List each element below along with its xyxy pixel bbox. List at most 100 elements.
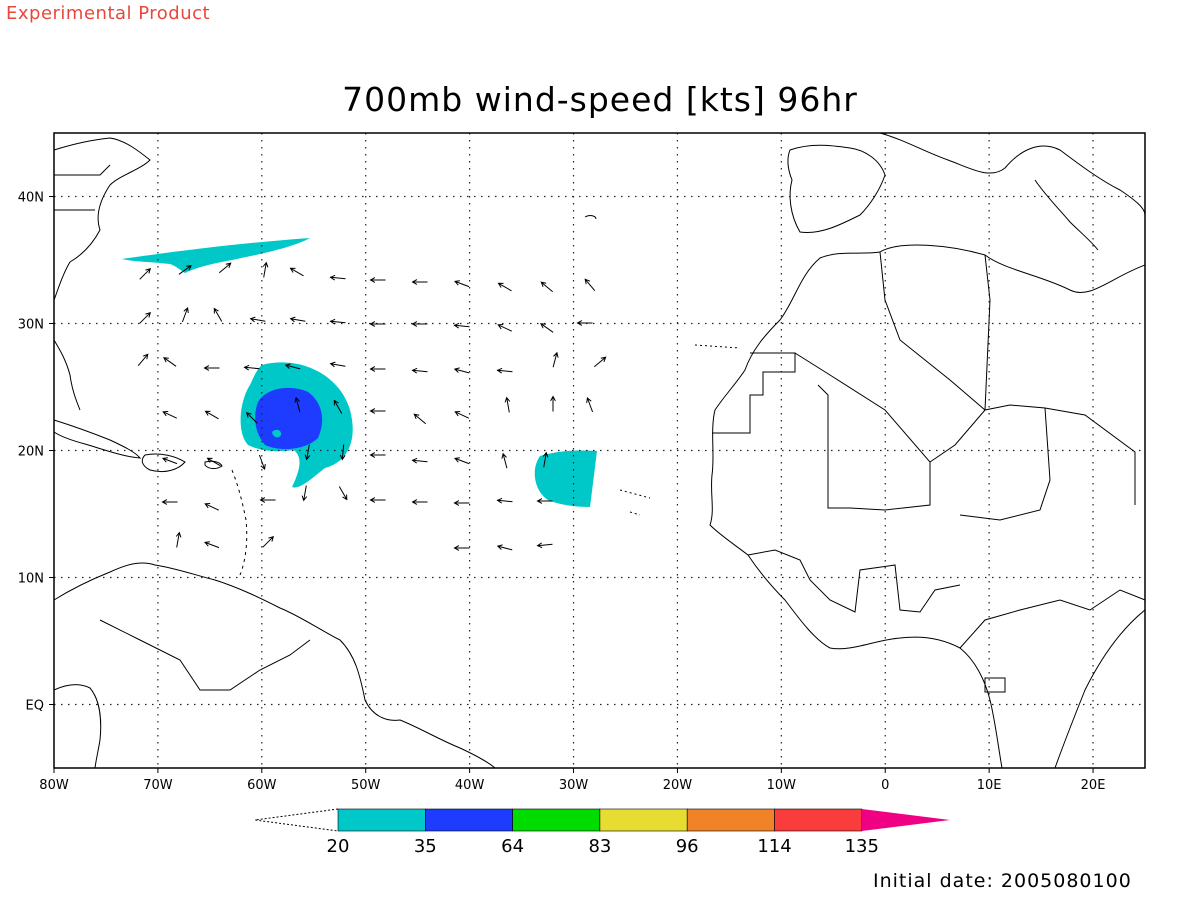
- border-mauritania: [712, 352, 796, 434]
- hispaniola-outline: [141, 453, 186, 473]
- lat-tick-label: 30N: [18, 318, 44, 333]
- wind-vector-arrow: [411, 499, 428, 505]
- wind-vector-arrow: [593, 356, 607, 368]
- wind-vector-arrow: [453, 500, 470, 506]
- wind-vector-arrow: [411, 367, 428, 374]
- colorbar-label: 20: [327, 836, 350, 857]
- wind-vector-arrow: [163, 357, 177, 367]
- cyclone-35kt-core: [255, 387, 323, 450]
- wind-vector-arrow: [552, 351, 559, 368]
- lon-tick-label: 20E: [1081, 778, 1106, 793]
- central-america-coast: [53, 684, 102, 769]
- wind-vector-arrow: [542, 451, 549, 468]
- lon-tick-label: 50W: [351, 778, 381, 793]
- europe-coastline: [879, 132, 1146, 216]
- colorbar-swatch: [337, 808, 426, 832]
- wind-vector-arrow: [243, 364, 260, 371]
- wind-vector-arrow: [258, 454, 266, 470]
- lon-tick-label: 10E: [977, 778, 1002, 793]
- colorbar-low-triangle: [254, 808, 339, 832]
- wind-vector-arrow: [162, 457, 178, 465]
- colorbar-swatch: [774, 808, 863, 832]
- wind-vector-arrow: [204, 503, 220, 511]
- wind-vector-arrow: [453, 367, 470, 374]
- wind-vector-arrow: [262, 535, 275, 548]
- cape-verde-islands: [619, 489, 651, 516]
- border-south-america: [99, 619, 311, 691]
- lon-tick-label: 70W: [143, 778, 173, 793]
- wind-vector-arrow: [218, 262, 232, 274]
- border-algeria: [879, 251, 986, 411]
- wind-vector-arrow: [369, 277, 386, 283]
- lat-lon-grid: [54, 133, 1145, 768]
- africa-east-coast: [1054, 609, 1146, 769]
- colorbar-high-triangle: [861, 809, 950, 831]
- wind-vector-arrow: [496, 544, 513, 551]
- lon-tick-label: 0: [881, 778, 889, 793]
- wind-vector-arrow: [204, 541, 220, 549]
- longitude-labels: 80W 70W 60W 50W 40W 30W 20W 10W 0 10E 20E: [39, 768, 1105, 793]
- wind-vectors: [137, 261, 607, 551]
- lat-tick-label: 10N: [18, 572, 44, 587]
- wind-vector-arrow: [454, 411, 470, 419]
- wind-vector-arrow: [540, 323, 554, 333]
- border-west-africa: [747, 549, 961, 613]
- wind-vector-arrow: [454, 457, 470, 465]
- wind-vector-arrow: [333, 399, 343, 414]
- wind-vector-arrow: [369, 408, 386, 414]
- wind-vector-arrow: [329, 274, 346, 281]
- latitude-labels: 40N 30N 20N 10N EQ: [18, 191, 54, 714]
- wind-vector-arrow: [137, 353, 149, 367]
- wind-vector-arrow: [369, 321, 386, 327]
- wind-vector-arrow: [259, 497, 276, 503]
- wind-vector-arrow: [203, 365, 220, 371]
- wind-vector-arrow: [139, 267, 152, 280]
- border-eastern-us: [54, 164, 111, 211]
- lat-tick-label: EQ: [26, 699, 44, 714]
- border-gabon: [984, 677, 1006, 693]
- border-south: [959, 589, 1146, 649]
- wind-vector-arrow: [284, 363, 301, 370]
- iberia-coastline: [787, 144, 886, 234]
- lesser-antilles: [231, 469, 248, 576]
- colorbar-swatch: [512, 808, 601, 832]
- wind-vector-arrow: [139, 311, 152, 324]
- wind-vector-arrow: [453, 545, 470, 551]
- wind-vector-arrow: [329, 361, 346, 368]
- africa-coastline: [709, 244, 1146, 769]
- south-america-coast: [53, 562, 496, 769]
- wind-vector-arrow: [204, 410, 219, 420]
- wind-vector-arrow: [497, 324, 513, 332]
- wind-vector-arrow: [411, 321, 428, 327]
- wind-vector-arrow: [262, 261, 269, 278]
- wind-vector-arrow: [213, 307, 223, 322]
- wind-vector-arrow: [369, 452, 386, 458]
- colorbar-swatch: [686, 808, 775, 832]
- wind-vector-arrow: [501, 452, 508, 469]
- colorbar-swatch: [424, 808, 513, 832]
- political-borders: [54, 164, 1146, 693]
- italy-coastline: [1034, 179, 1099, 251]
- colorbar-label: 83: [588, 836, 611, 857]
- wind-vector-arrow: [536, 498, 553, 504]
- wind-vector-arrow: [454, 280, 470, 288]
- lake-island-detail: [584, 215, 597, 220]
- wind-vector-arrow: [339, 444, 346, 461]
- colorbar-swatch: [599, 808, 688, 832]
- north-wind-band: [122, 238, 310, 273]
- wind-vector-arrow: [497, 282, 512, 292]
- wind-vector-arrow: [496, 367, 513, 374]
- wind-vector-arrow: [369, 497, 386, 503]
- lon-tick-label: 80W: [39, 778, 69, 793]
- wind-vector-arrow: [289, 267, 304, 277]
- wind-vector-arrow: [206, 457, 221, 467]
- wind-vector-arrow: [586, 397, 594, 413]
- wind-vector-arrow: [178, 265, 192, 275]
- colorbar-label: 64: [501, 836, 524, 857]
- florida-coast: [53, 339, 81, 411]
- wind-vector-arrow: [249, 316, 266, 323]
- coastlines: [53, 132, 1146, 769]
- wind-vector-arrow: [304, 444, 311, 461]
- border-mali: [794, 352, 931, 511]
- wind-vector-arrow: [496, 497, 513, 504]
